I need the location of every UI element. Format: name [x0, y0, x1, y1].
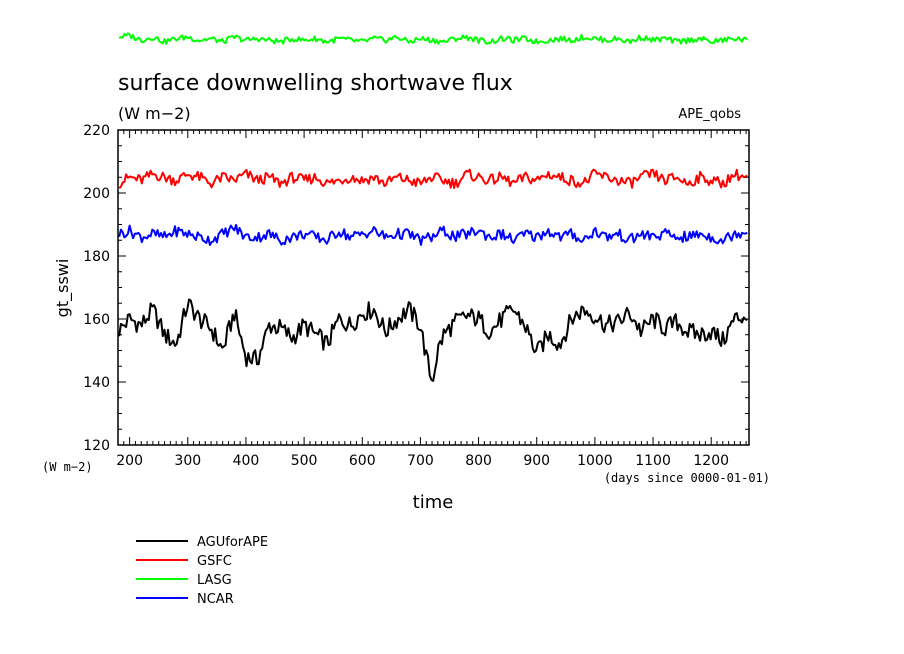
legend-label: NCAR [197, 592, 234, 607]
y-axis-label: gt_sswi [53, 259, 73, 318]
y-axis-units: (W m−2) [42, 460, 93, 474]
series-line-lasg [118, 32, 749, 45]
title-units: (W m−2) [118, 104, 191, 123]
x-axis-label: time [413, 492, 454, 513]
x-axis-units: (days since 0000-01-01) [604, 471, 770, 485]
x-tick-label: 200 [116, 453, 143, 469]
series-layer [118, 32, 749, 382]
x-tick-label: 600 [349, 453, 376, 469]
x-tick-label: 800 [465, 453, 492, 469]
x-tick-label: 1100 [635, 453, 671, 469]
y-tick-label: 160 [83, 312, 110, 328]
y-tick-label: 200 [83, 186, 110, 202]
legend-label: GSFC [197, 554, 232, 569]
x-tick-label: 1200 [693, 453, 729, 469]
chart-title: surface downwelling shortwave flux [118, 71, 513, 96]
series-line-aguforape [118, 298, 748, 382]
series-line-ncar [118, 224, 748, 246]
series-line-gsfc [118, 168, 748, 190]
experiment-label: APE_qobs [678, 107, 741, 122]
y-tick-label: 140 [83, 375, 110, 391]
legend-label: LASG [197, 573, 232, 588]
y-tick-label: 120 [83, 438, 110, 454]
x-tick-label: 1000 [577, 453, 613, 469]
x-tick-label: 300 [174, 453, 201, 469]
x-tick-label: 500 [291, 453, 318, 469]
y-tick-label: 180 [83, 249, 110, 265]
x-tick-label: 900 [523, 453, 550, 469]
y-tick-label: 220 [83, 123, 110, 139]
legend-label: AGUforAPE [197, 535, 268, 550]
x-tick-label: 700 [407, 453, 434, 469]
ticks-layer: 200 300 400 500 600 700 800 900 1000 1100 1200 120 1… [83, 123, 749, 469]
x-tick-label: 400 [233, 453, 260, 469]
legend: AGUforAPE GSFC LASG NCAR [136, 535, 268, 607]
